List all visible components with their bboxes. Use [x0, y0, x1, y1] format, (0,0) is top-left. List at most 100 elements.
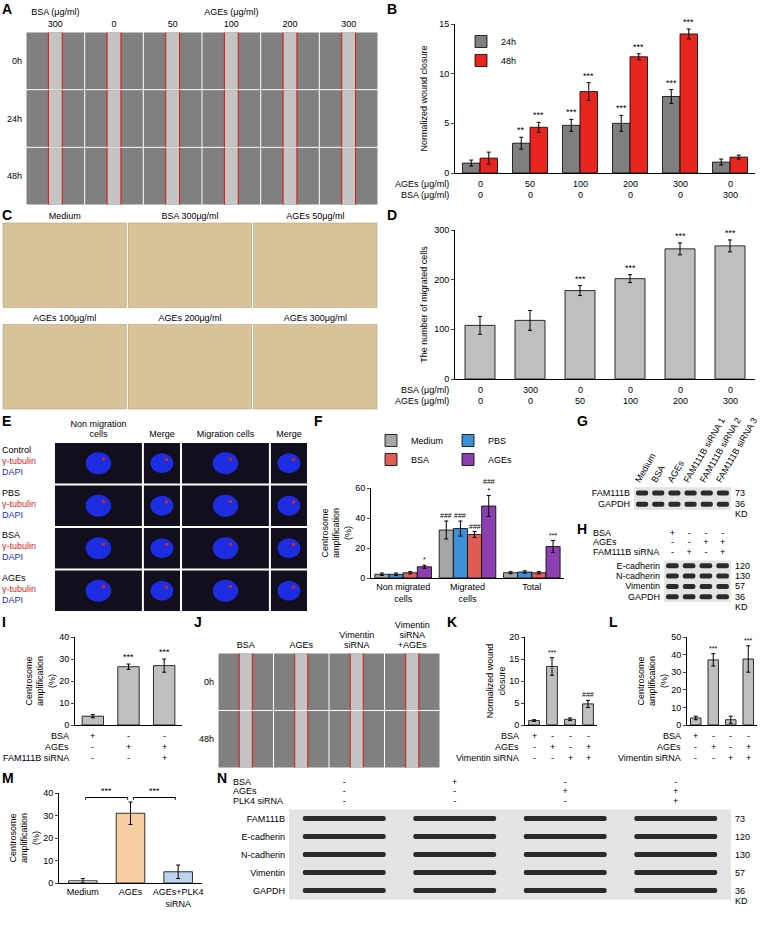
- svg-text:-: -: [551, 753, 554, 763]
- svg-text:20: 20: [509, 632, 519, 642]
- svg-text:GAPDH: GAPDH: [598, 499, 630, 509]
- svg-text:Vimentin: Vimentin: [250, 868, 285, 878]
- svg-text:300: 300: [434, 225, 449, 235]
- svg-text:0: 0: [444, 374, 449, 384]
- svg-text:Vimentin siRNA: Vimentin siRNA: [456, 753, 519, 763]
- svg-text:KD: KD: [735, 509, 748, 519]
- svg-text:50: 50: [575, 396, 585, 406]
- svg-text:+: +: [452, 777, 457, 787]
- svg-text:0: 0: [444, 168, 449, 178]
- svg-text:BSA: BSA: [663, 731, 681, 741]
- svg-text:48h: 48h: [501, 56, 516, 66]
- svg-text:0h: 0h: [12, 56, 22, 66]
- svg-text:AGEs: AGEs: [495, 742, 519, 752]
- svg-text:***: ***: [159, 647, 170, 657]
- svg-text:20: 20: [355, 543, 365, 553]
- svg-text:200: 200: [673, 396, 688, 406]
- svg-text:10: 10: [59, 698, 69, 708]
- svg-text:***: ***: [533, 110, 544, 120]
- svg-text:-: -: [533, 742, 536, 752]
- svg-text:20: 20: [43, 833, 53, 843]
- svg-text:AGEs: AGEs: [488, 455, 512, 465]
- svg-text:***: ***: [149, 786, 160, 796]
- svg-text:100: 100: [573, 179, 588, 189]
- svg-text:300: 300: [341, 19, 356, 29]
- svg-text:BSA: BSA: [649, 464, 667, 485]
- svg-text:***: ***: [123, 652, 134, 662]
- svg-text:+: +: [586, 753, 591, 763]
- svg-text:Medium: Medium: [411, 436, 443, 446]
- svg-text:200: 200: [282, 19, 297, 29]
- svg-text:FAM111B siRNA: FAM111B siRNA: [593, 547, 659, 557]
- svg-text:Non migratedcells: Non migratedcells: [376, 582, 430, 604]
- svg-text:50: 50: [525, 179, 535, 189]
- svg-text:5: 5: [444, 118, 449, 128]
- svg-text:-: -: [163, 731, 166, 741]
- svg-text:DAPI: DAPI: [2, 510, 23, 520]
- svg-text:-: -: [704, 528, 707, 538]
- svg-text:+: +: [162, 742, 167, 752]
- svg-text:100: 100: [224, 19, 239, 29]
- svg-text:+: +: [550, 742, 555, 752]
- svg-text:###: ###: [440, 512, 452, 519]
- svg-text:73: 73: [735, 814, 745, 824]
- svg-text:γ-tubulin: γ-tubulin: [2, 456, 36, 466]
- svg-text:-: -: [704, 547, 707, 557]
- svg-text:siRNA: siRNA: [399, 630, 425, 640]
- svg-text:***: ***: [575, 274, 586, 284]
- svg-text:30: 30: [43, 811, 53, 821]
- svg-text:+: +: [568, 753, 573, 763]
- svg-text:Migratedcells: Migratedcells: [450, 582, 485, 604]
- svg-text:DAPI: DAPI: [2, 595, 23, 605]
- svg-text:-: -: [91, 742, 94, 752]
- svg-text:***: ***: [725, 228, 736, 238]
- svg-text:DAPI: DAPI: [2, 467, 23, 477]
- svg-text:AGEs: AGEs: [289, 640, 313, 650]
- svg-text:20: 20: [59, 676, 69, 686]
- svg-text:***: ***: [709, 645, 717, 652]
- svg-text:0: 0: [578, 190, 583, 200]
- svg-text:cells: cells: [89, 429, 108, 439]
- svg-text:0: 0: [628, 190, 633, 200]
- svg-text:48h: 48h: [7, 171, 22, 181]
- svg-text:AGEs 100μg/ml: AGEs 100μg/ml: [33, 313, 96, 323]
- svg-text:0: 0: [478, 179, 483, 189]
- svg-text:0h: 0h: [204, 677, 214, 687]
- svg-text:30: 30: [59, 654, 69, 664]
- svg-text:-: -: [712, 753, 715, 763]
- svg-text:+: +: [532, 731, 537, 741]
- svg-text:AGEs 300μg/ml: AGEs 300μg/ml: [284, 313, 347, 323]
- svg-text:+: +: [670, 528, 675, 538]
- svg-text:+: +: [746, 742, 751, 752]
- svg-text:siRNA: siRNA: [344, 640, 370, 650]
- svg-text:60: 60: [355, 483, 365, 493]
- svg-text:+: +: [563, 786, 568, 796]
- svg-text:Vimentin siRNA: Vimentin siRNA: [618, 753, 681, 763]
- svg-text:+: +: [126, 742, 131, 752]
- svg-text:0: 0: [728, 385, 733, 395]
- svg-text:***: ***: [583, 71, 594, 81]
- svg-text:200: 200: [434, 275, 449, 285]
- svg-text:**: **: [517, 125, 525, 135]
- svg-text:57: 57: [735, 581, 745, 591]
- svg-text:40: 40: [43, 788, 53, 798]
- svg-text:FAM111B siRNA 3: FAM111B siRNA 3: [714, 416, 759, 484]
- svg-text:-: -: [747, 731, 750, 741]
- svg-text:***: ***: [683, 17, 694, 27]
- svg-text:5: 5: [514, 698, 519, 708]
- svg-text:AGEs 200μg/ml: AGEs 200μg/ml: [158, 313, 221, 323]
- svg-text:48h: 48h: [199, 734, 214, 744]
- svg-text:-: -: [343, 796, 346, 806]
- svg-text:The number of migrated cells: The number of migrated cells: [419, 246, 429, 363]
- svg-text:BSA (μg/ml): BSA (μg/ml): [401, 385, 449, 395]
- svg-text:E-cadherin: E-cadherin: [241, 832, 285, 842]
- svg-text:130: 130: [735, 571, 750, 581]
- svg-text:40: 40: [59, 632, 69, 642]
- svg-text:AGEs: AGEs: [657, 742, 681, 752]
- svg-text:120: 120: [735, 832, 750, 842]
- svg-text:BSA: BSA: [411, 455, 429, 465]
- svg-text:+: +: [673, 786, 678, 796]
- svg-text:Centrosomeamplification(%): Centrosomeamplification(%): [8, 813, 41, 863]
- svg-text:300: 300: [48, 19, 63, 29]
- svg-text:36: 36: [735, 886, 745, 896]
